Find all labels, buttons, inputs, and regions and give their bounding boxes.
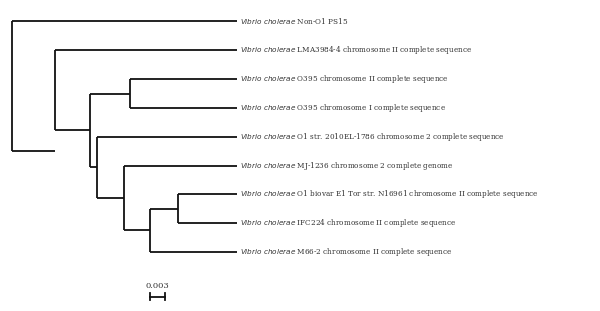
Text: 0.003: 0.003 <box>146 281 169 290</box>
Text: $\it{Vibrio}$ $\it{cholerae}$ O395 chromosome II complete sequence: $\it{Vibrio}$ $\it{cholerae}$ O395 chrom… <box>240 73 449 85</box>
Text: $\it{Vibrio}$ $\it{cholerae}$ O395 chromosome I complete sequence: $\it{Vibrio}$ $\it{cholerae}$ O395 chrom… <box>240 102 446 114</box>
Text: $\it{Vibrio}$ $\it{cholerae}$ M66-2 chromosome II complete sequence: $\it{Vibrio}$ $\it{cholerae}$ M66-2 chro… <box>240 246 452 258</box>
Text: $\it{Vibrio}$ $\it{cholerae}$ IFC224 chromosome II complete sequence: $\it{Vibrio}$ $\it{cholerae}$ IFC224 chr… <box>240 217 456 229</box>
Text: $\it{Vibrio}$ $\it{cholerae}$ O1 str. 2010EL-1786 chromosome 2 complete sequence: $\it{Vibrio}$ $\it{cholerae}$ O1 str. 20… <box>240 131 505 143</box>
Text: $\it{Vibrio}$ $\it{cholerae}$ MJ-1236 chromosome 2 complete genome: $\it{Vibrio}$ $\it{cholerae}$ MJ-1236 ch… <box>240 160 454 172</box>
Text: $\it{Vibrio}$ $\it{cholerae}$ O1 biovar E1 Tor str. N16961 chromosome II complet: $\it{Vibrio}$ $\it{cholerae}$ O1 biovar … <box>240 188 538 200</box>
Text: $\it{Vibrio}$ $\it{cholerae}$ LMA3984-4 chromosome II complete sequence: $\it{Vibrio}$ $\it{cholerae}$ LMA3984-4 … <box>240 44 472 56</box>
Text: $\it{Vibrio}$ $\it{cholerae}$ Non-O1 PS15: $\it{Vibrio}$ $\it{cholerae}$ Non-O1 PS1… <box>240 16 348 26</box>
